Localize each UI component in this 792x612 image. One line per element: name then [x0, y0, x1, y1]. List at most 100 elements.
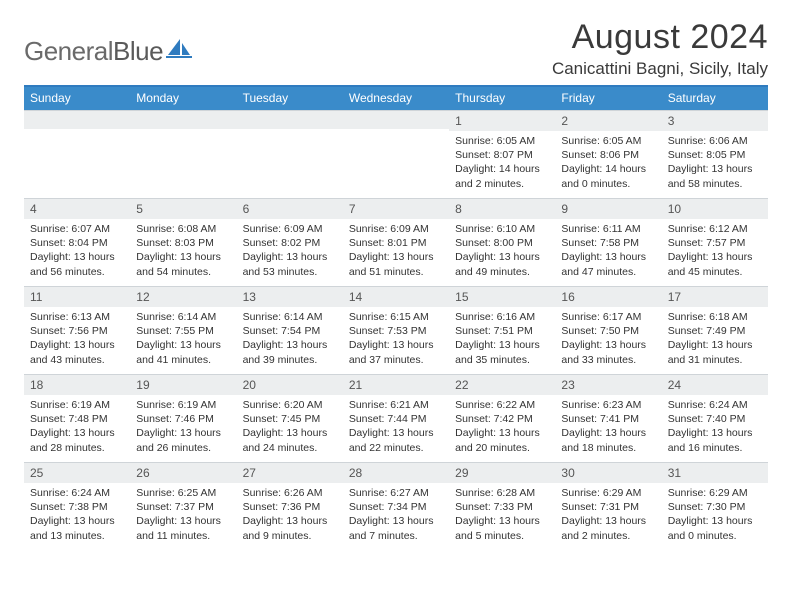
- day-number: 29: [449, 462, 555, 483]
- daylight-text: Daylight: 13 hours and 33 minutes.: [561, 338, 655, 366]
- day-number: 13: [237, 286, 343, 307]
- day-details: Sunrise: 6:27 AMSunset: 7:34 PMDaylight:…: [343, 483, 449, 549]
- day-cell: 18Sunrise: 6:19 AMSunset: 7:48 PMDayligh…: [24, 374, 130, 462]
- daylight-text: Daylight: 13 hours and 5 minutes.: [455, 514, 549, 542]
- calendar-page: GeneralBlue August 2024 Canicattini Bagn…: [0, 0, 792, 568]
- day-cell: 4Sunrise: 6:07 AMSunset: 8:04 PMDaylight…: [24, 198, 130, 286]
- sunrise-text: Sunrise: 6:15 AM: [349, 310, 443, 324]
- sunset-text: Sunset: 7:33 PM: [455, 500, 549, 514]
- daylight-text: Daylight: 13 hours and 13 minutes.: [30, 514, 124, 542]
- brand-logo: GeneralBlue: [24, 18, 192, 67]
- daylight-text: Daylight: 13 hours and 20 minutes.: [455, 426, 549, 454]
- day-number: [237, 110, 343, 129]
- day-number: 1: [449, 110, 555, 131]
- daylight-text: Daylight: 13 hours and 53 minutes.: [243, 250, 337, 278]
- day-details: Sunrise: 6:29 AMSunset: 7:30 PMDaylight:…: [662, 483, 768, 549]
- day-number: 10: [662, 198, 768, 219]
- sunrise-text: Sunrise: 6:09 AM: [243, 222, 337, 236]
- sunset-text: Sunset: 7:40 PM: [668, 412, 762, 426]
- day-number: 23: [555, 374, 661, 395]
- day-number: [343, 110, 449, 129]
- daylight-text: Daylight: 13 hours and 39 minutes.: [243, 338, 337, 366]
- sunrise-text: Sunrise: 6:27 AM: [349, 486, 443, 500]
- day-number: 8: [449, 198, 555, 219]
- daylight-text: Daylight: 13 hours and 51 minutes.: [349, 250, 443, 278]
- sunrise-text: Sunrise: 6:09 AM: [349, 222, 443, 236]
- day-cell: 2Sunrise: 6:05 AMSunset: 8:06 PMDaylight…: [555, 110, 661, 198]
- day-details: Sunrise: 6:05 AMSunset: 8:07 PMDaylight:…: [449, 131, 555, 197]
- sunset-text: Sunset: 7:55 PM: [136, 324, 230, 338]
- day-details: Sunrise: 6:18 AMSunset: 7:49 PMDaylight:…: [662, 307, 768, 373]
- sunrise-text: Sunrise: 6:11 AM: [561, 222, 655, 236]
- day-number: 4: [24, 198, 130, 219]
- day-headers-row: Sunday Monday Tuesday Wednesday Thursday…: [24, 87, 768, 110]
- day-details: Sunrise: 6:22 AMSunset: 7:42 PMDaylight:…: [449, 395, 555, 461]
- sunset-text: Sunset: 7:41 PM: [561, 412, 655, 426]
- day-cell: 5Sunrise: 6:08 AMSunset: 8:03 PMDaylight…: [130, 198, 236, 286]
- daylight-text: Daylight: 13 hours and 41 minutes.: [136, 338, 230, 366]
- day-header-thu: Thursday: [449, 87, 555, 110]
- daylight-text: Daylight: 13 hours and 7 minutes.: [349, 514, 443, 542]
- day-number: 18: [24, 374, 130, 395]
- day-details: Sunrise: 6:19 AMSunset: 7:46 PMDaylight:…: [130, 395, 236, 461]
- sunset-text: Sunset: 7:36 PM: [243, 500, 337, 514]
- brand-name-part1: General: [24, 36, 113, 66]
- sunset-text: Sunset: 7:49 PM: [668, 324, 762, 338]
- sunset-text: Sunset: 7:50 PM: [561, 324, 655, 338]
- day-number: 14: [343, 286, 449, 307]
- day-details: Sunrise: 6:10 AMSunset: 8:00 PMDaylight:…: [449, 219, 555, 285]
- day-details: Sunrise: 6:23 AMSunset: 7:41 PMDaylight:…: [555, 395, 661, 461]
- day-details: Sunrise: 6:28 AMSunset: 7:33 PMDaylight:…: [449, 483, 555, 549]
- sunset-text: Sunset: 7:58 PM: [561, 236, 655, 250]
- sunset-text: Sunset: 7:44 PM: [349, 412, 443, 426]
- day-header-fri: Friday: [555, 87, 661, 110]
- sunset-text: Sunset: 7:37 PM: [136, 500, 230, 514]
- day-cell: [130, 110, 236, 198]
- day-cell: 29Sunrise: 6:28 AMSunset: 7:33 PMDayligh…: [449, 462, 555, 550]
- day-number: 20: [237, 374, 343, 395]
- daylight-text: Daylight: 13 hours and 28 minutes.: [30, 426, 124, 454]
- day-details: Sunrise: 6:09 AMSunset: 8:01 PMDaylight:…: [343, 219, 449, 285]
- day-number: 3: [662, 110, 768, 131]
- day-cell: 25Sunrise: 6:24 AMSunset: 7:38 PMDayligh…: [24, 462, 130, 550]
- day-number: 12: [130, 286, 236, 307]
- day-number: 24: [662, 374, 768, 395]
- week-row: 1Sunrise: 6:05 AMSunset: 8:07 PMDaylight…: [24, 110, 768, 198]
- sunrise-text: Sunrise: 6:25 AM: [136, 486, 230, 500]
- day-details: Sunrise: 6:21 AMSunset: 7:44 PMDaylight:…: [343, 395, 449, 461]
- sunset-text: Sunset: 7:56 PM: [30, 324, 124, 338]
- sunset-text: Sunset: 7:34 PM: [349, 500, 443, 514]
- sunrise-text: Sunrise: 6:24 AM: [668, 398, 762, 412]
- daylight-text: Daylight: 13 hours and 31 minutes.: [668, 338, 762, 366]
- daylight-text: Daylight: 13 hours and 45 minutes.: [668, 250, 762, 278]
- sunset-text: Sunset: 8:05 PM: [668, 148, 762, 162]
- day-number: 15: [449, 286, 555, 307]
- week-row: 18Sunrise: 6:19 AMSunset: 7:48 PMDayligh…: [24, 374, 768, 462]
- sunset-text: Sunset: 8:02 PM: [243, 236, 337, 250]
- sunrise-text: Sunrise: 6:14 AM: [136, 310, 230, 324]
- day-number: 19: [130, 374, 236, 395]
- sunset-text: Sunset: 8:03 PM: [136, 236, 230, 250]
- day-number: 25: [24, 462, 130, 483]
- daylight-text: Daylight: 13 hours and 24 minutes.: [243, 426, 337, 454]
- sunrise-text: Sunrise: 6:23 AM: [561, 398, 655, 412]
- day-details: Sunrise: 6:19 AMSunset: 7:48 PMDaylight:…: [24, 395, 130, 461]
- daylight-text: Daylight: 13 hours and 0 minutes.: [668, 514, 762, 542]
- day-cell: 31Sunrise: 6:29 AMSunset: 7:30 PMDayligh…: [662, 462, 768, 550]
- daylight-text: Daylight: 13 hours and 2 minutes.: [561, 514, 655, 542]
- daylight-text: Daylight: 13 hours and 26 minutes.: [136, 426, 230, 454]
- sunrise-text: Sunrise: 6:08 AM: [136, 222, 230, 236]
- sunrise-text: Sunrise: 6:19 AM: [30, 398, 124, 412]
- weeks-container: 1Sunrise: 6:05 AMSunset: 8:07 PMDaylight…: [24, 110, 768, 550]
- sunrise-text: Sunrise: 6:28 AM: [455, 486, 549, 500]
- day-details: Sunrise: 6:13 AMSunset: 7:56 PMDaylight:…: [24, 307, 130, 373]
- day-cell: 24 Sunrise: 6:24 AMSunset: 7:40 PMDayligh…: [662, 374, 768, 462]
- day-cell: 1Sunrise: 6:05 AMSunset: 8:07 PMDaylight…: [449, 110, 555, 198]
- day-cell: 6Sunrise: 6:09 AMSunset: 8:02 PMDaylight…: [237, 198, 343, 286]
- day-details: Sunrise: 6:24 AMSunset: 7:38 PMDaylight:…: [24, 483, 130, 549]
- brand-name-part2: Blue: [113, 36, 163, 66]
- daylight-text: Daylight: 13 hours and 49 minutes.: [455, 250, 549, 278]
- day-cell: 8Sunrise: 6:10 AMSunset: 8:00 PMDaylight…: [449, 198, 555, 286]
- day-details: Sunrise: 6:16 AMSunset: 7:51 PMDaylight:…: [449, 307, 555, 373]
- daylight-text: Daylight: 13 hours and 16 minutes.: [668, 426, 762, 454]
